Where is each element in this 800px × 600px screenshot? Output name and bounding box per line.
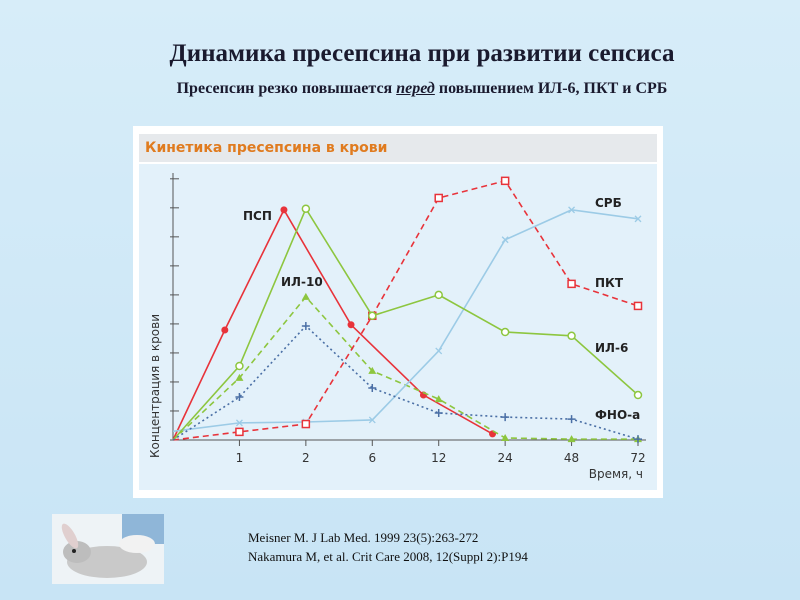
marker (633, 390, 643, 400)
x-tick-label: 12 (431, 451, 446, 465)
marker (634, 215, 642, 223)
marker (434, 409, 443, 418)
marker (368, 311, 377, 321)
y-axis-label: Концентрация в крови (148, 314, 162, 458)
marker (434, 395, 443, 403)
slide-title: Динамика пресепсина при развитии сепсиса (169, 40, 675, 67)
marker (501, 236, 509, 244)
x-tick-label: 2 (302, 451, 310, 465)
marker (301, 292, 310, 300)
marker (280, 206, 288, 214)
references: Meisner M. J Lab Med. 1999 23(5):263-272… (248, 528, 528, 566)
marker (235, 419, 243, 427)
marker (301, 321, 310, 330)
marker (235, 427, 244, 437)
reference: Nakamura M, et al. Crit Care 2008, 12(Su… (248, 549, 528, 564)
series-label: ПКТ (595, 276, 624, 290)
series-label: СРБ (595, 196, 622, 210)
x-tick-label: 6 (368, 451, 376, 465)
series-line (172, 324, 639, 441)
subtitle-text: Пресепсин резко повышается (176, 80, 397, 97)
marker (567, 415, 576, 424)
marker (501, 413, 510, 422)
marker (567, 331, 576, 341)
x-axis-label: Время, ч (589, 467, 643, 481)
series-label: ИЛ-10 (281, 275, 323, 289)
marker (567, 435, 576, 443)
x-tick-label: 72 (630, 451, 645, 465)
chart: Кинетика пресепсина в крови Концентрация… (133, 126, 663, 498)
x-tick-label: 1 (236, 451, 244, 465)
reference: Meisner M. J Lab Med. 1999 23(5):263-272 (248, 530, 479, 545)
slide-subtitle: Пресепсин резко повышается перед повышен… (22, 80, 800, 98)
series-label: ПСП (243, 209, 272, 223)
marker (235, 393, 244, 402)
marker (500, 176, 510, 186)
subtitle-emphasis: перед (396, 80, 435, 97)
series-label: ФНО-а (595, 408, 640, 422)
x-tick-label: 48 (564, 451, 579, 465)
series-line (172, 206, 639, 441)
marker (368, 384, 377, 393)
marker (633, 301, 643, 311)
series-line (172, 209, 639, 433)
series-line (172, 208, 493, 441)
marker (434, 193, 443, 203)
x-tick-label: 24 (498, 451, 513, 465)
subtitle-text: повышением ИЛ-6, ПКТ и СРБ (434, 80, 668, 97)
marker (501, 433, 510, 441)
marker (368, 416, 376, 424)
marker (221, 326, 229, 334)
marker (435, 347, 443, 355)
marker (301, 419, 311, 429)
chart-title: Кинетика пресепсина в крови (145, 140, 387, 156)
marker (235, 373, 244, 381)
marker (301, 204, 311, 213)
marker (568, 206, 576, 214)
marker (634, 435, 642, 444)
marker (434, 290, 443, 300)
marker (368, 366, 377, 374)
rabbit-image (52, 514, 164, 584)
marker (347, 321, 355, 329)
marker (567, 279, 576, 289)
marker (235, 361, 244, 371)
series-label: ИЛ-6 (595, 341, 628, 355)
marker (500, 327, 510, 337)
